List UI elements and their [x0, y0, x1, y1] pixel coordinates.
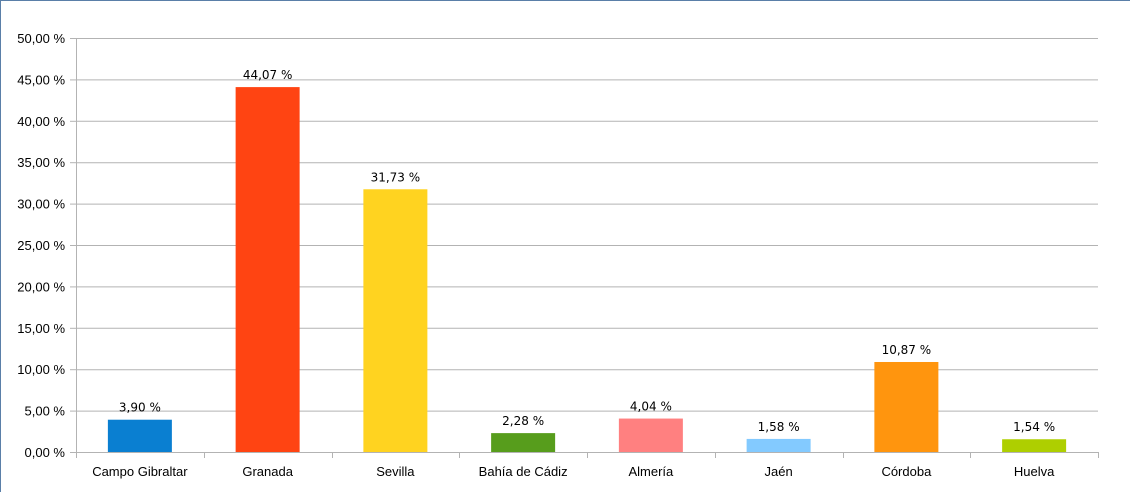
bar — [1002, 439, 1067, 452]
bar — [107, 419, 172, 452]
data-label: 2,28 % — [502, 414, 544, 428]
data-labels: 3,90 % 44,07 % 31,73 % 2,28 % 4,04 % 1,58 % 10… — [119, 68, 1055, 434]
y-tick-label: 25,00 % — [17, 238, 65, 253]
y-axis: 0,00 % 5,00 % 10,00 % 15,00 % 20,00 % 25,00 %… — [17, 31, 77, 460]
gridlines — [76, 38, 1098, 453]
data-label: 4,04 % — [630, 400, 672, 414]
data-label: 1,58 % — [758, 420, 800, 434]
y-tick-label: 40,00 % — [17, 114, 65, 129]
y-tick-label: 20,00 % — [17, 279, 65, 294]
x-tick-label: Bahía de Cádiz — [479, 464, 568, 479]
data-label: 10,87 % — [882, 343, 932, 357]
y-tick-label: 10,00 % — [17, 362, 65, 377]
x-tick-label: Huelva — [1014, 464, 1055, 479]
x-axis: Campo Gibraltar Granada Sevilla Bahía de Cá… — [76, 452, 1099, 479]
x-tick-label: Campo Gibraltar — [92, 464, 188, 479]
y-tick-label: 15,00 % — [17, 321, 65, 336]
bar — [746, 438, 811, 452]
data-label: 44,07 % — [243, 68, 293, 82]
data-label: 31,73 % — [371, 170, 421, 184]
y-tick-label: 50,00 % — [17, 31, 65, 46]
x-tick-label: Jaén — [765, 464, 793, 479]
x-tick-label: Granada — [242, 464, 293, 479]
bar — [363, 189, 428, 452]
x-tick-label: Sevilla — [376, 464, 415, 479]
data-label: 1,54 % — [1013, 420, 1055, 434]
y-tick-label: 45,00 % — [17, 72, 65, 87]
y-tick-label: 30,00 % — [17, 197, 65, 212]
data-label: 3,90 % — [119, 401, 161, 415]
x-tick-label: Córdoba — [881, 464, 932, 479]
bar — [618, 418, 683, 452]
bar — [874, 361, 939, 452]
y-tick-label: 0,00 % — [25, 445, 66, 460]
bars — [107, 87, 1067, 452]
y-tick-label: 35,00 % — [17, 155, 65, 170]
bar — [235, 87, 300, 452]
x-tick-label: Almería — [628, 464, 674, 479]
bar — [491, 433, 556, 452]
y-tick-label: 5,00 % — [25, 404, 66, 419]
